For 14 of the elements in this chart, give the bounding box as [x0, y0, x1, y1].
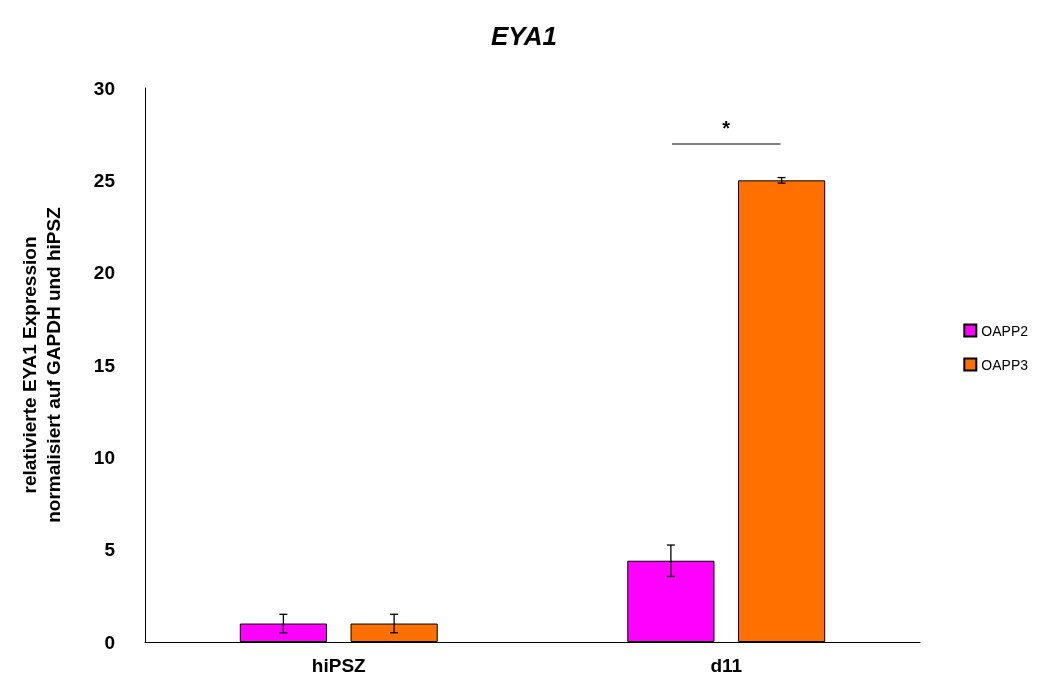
annotation: * [722, 117, 731, 139]
y-axis-title: relativierte EYA1 Expression normalisiert auf GAPDH und hiPSZ [18, 206, 64, 523]
y-tick-label: 0 [104, 631, 115, 653]
y-tick-label: 5 [104, 539, 116, 561]
x-tick-label: d11 [710, 655, 743, 676]
y-tick-label: 15 [93, 354, 116, 376]
y-tick-label: 20 [93, 262, 115, 284]
legend-label: OAPP3 [981, 356, 1029, 373]
chart-title: EYA1 [491, 21, 557, 51]
y-tick-label: 10 [93, 446, 115, 468]
y-tick-label: 30 [93, 77, 115, 99]
y-tick-label: 25 [93, 169, 116, 191]
x-tick-label: hiPSZ [311, 655, 367, 676]
legend-label: OAPP2 [981, 322, 1029, 339]
